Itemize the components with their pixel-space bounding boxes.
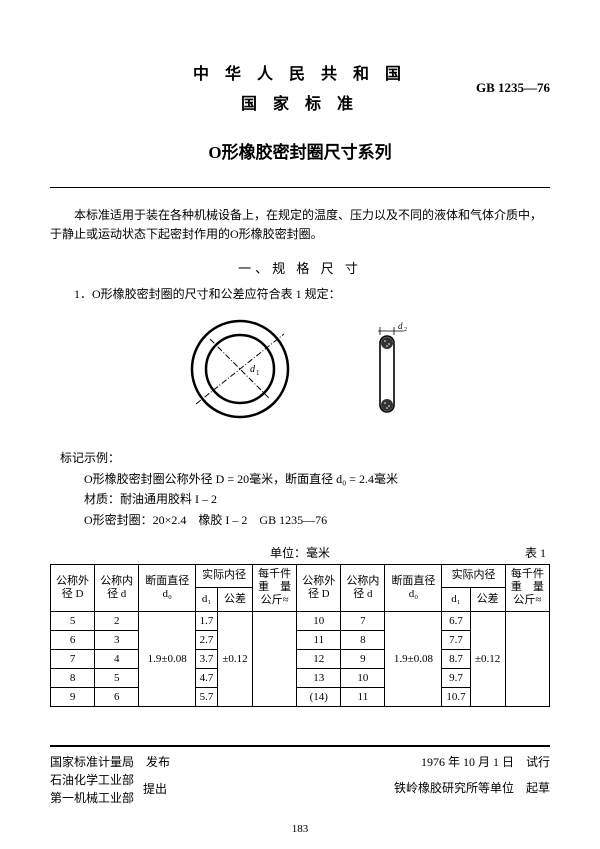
- cell-tol-r: ±0.12: [470, 611, 505, 706]
- th-section-r: 断面直径d₀: [385, 564, 442, 611]
- th-actual-r: 实际内径: [442, 564, 505, 587]
- th-tol-l: 公差: [217, 588, 252, 611]
- table-row: 5 2 1.9±0.08 1.7 ±0.12 10 7 1.9±0.08 6.7…: [51, 611, 550, 630]
- svg-text:1: 1: [256, 369, 260, 377]
- th-outer-d-r: 公称外径 D: [297, 564, 341, 611]
- th-d1-r: d₁: [442, 588, 470, 611]
- standard-code: GB 1235—76: [476, 80, 550, 96]
- svg-text:2: 2: [404, 327, 407, 333]
- notes-line-3: O形密封圈：20×2.4 橡胶 I – 2 GB 1235—76: [60, 510, 550, 530]
- footer-block: 国家标准计量局 发布 1976 年 10 月 1 日 试行 石油化学工业部 第一…: [50, 745, 550, 807]
- cell-tol-l: ±0.12: [217, 611, 252, 706]
- notes-heading: 标记示例：: [60, 448, 550, 468]
- th-tol-r: 公差: [470, 588, 505, 611]
- table-header-row-1: 公称外径 D 公称内径 d 断面直径d₀ 实际内径 每千件重 量公斤≈ 公称外径…: [51, 564, 550, 587]
- doc-header: 中 华 人 民 共 和 国 国 家 标 准 GB 1235—76: [50, 60, 550, 114]
- th-inner-d-r: 公称内径 d: [341, 564, 385, 611]
- th-section-l: 断面直径d₀: [139, 564, 196, 611]
- cell-d0-l: 1.9±0.08: [139, 611, 196, 706]
- figure-row: d 1 d 2: [50, 314, 550, 424]
- marking-example: 标记示例： O形橡胶密封圈公称外径 D = 20毫米，断面直径 d₀ = 2.4…: [60, 448, 550, 530]
- section-heading-1: 一、规 格 尺 寸: [50, 258, 550, 277]
- oring-side-diagram: d 2: [360, 319, 420, 419]
- notes-line-1: O形橡胶密封圈公称外径 D = 20毫米，断面直径 d₀ = 2.4毫米: [60, 469, 550, 489]
- th-perk-r: 每千件重 量公斤≈: [505, 564, 549, 611]
- table-caption-row: 单位：毫米 表 1: [54, 544, 546, 561]
- doc-title: O形橡胶密封圈尺寸系列: [50, 138, 550, 163]
- item-1: 1．O形橡胶密封圈的尺寸和公差应符合表 1 规定：: [50, 285, 550, 302]
- svg-text:d: d: [398, 321, 403, 331]
- unit-label: 单位：毫米: [114, 544, 486, 561]
- th-inner-d-l: 公称内径 d: [95, 564, 139, 611]
- divider-top: [50, 187, 550, 188]
- table-number: 表 1: [486, 544, 546, 561]
- cell-d0-r: 1.9±0.08: [385, 611, 442, 706]
- oring-front-diagram: d 1: [180, 314, 300, 424]
- th-perk-l: 每千件重 量公斤≈: [253, 564, 297, 611]
- th-actual-l: 实际内径: [196, 564, 253, 587]
- divider-bottom: [50, 745, 550, 747]
- draft-org: 铁岭橡胶研究所等单位 起草: [394, 779, 550, 797]
- page-number: 183: [0, 823, 600, 835]
- notes-line-2: 材质：耐油通用胶料 I – 2: [60, 489, 550, 509]
- propose-orgs: 石油化学工业部 第一机械工业部 提出: [50, 771, 167, 807]
- intro-paragraph: 本标准适用于装在各种机械设备上，在规定的温度、压力以及不同的液体和气体介质中，于…: [50, 206, 550, 244]
- issue-org-1: 国家标准计量局 发布: [50, 753, 170, 771]
- th-outer-d-l: 公称外径 D: [51, 564, 95, 611]
- th-d1-l: d₁: [196, 588, 218, 611]
- trial-date: 1976 年 10 月 1 日 试行: [421, 753, 550, 771]
- dimension-table: 公称外径 D 公称内径 d 断面直径d₀ 实际内径 每千件重 量公斤≈ 公称外径…: [50, 564, 550, 707]
